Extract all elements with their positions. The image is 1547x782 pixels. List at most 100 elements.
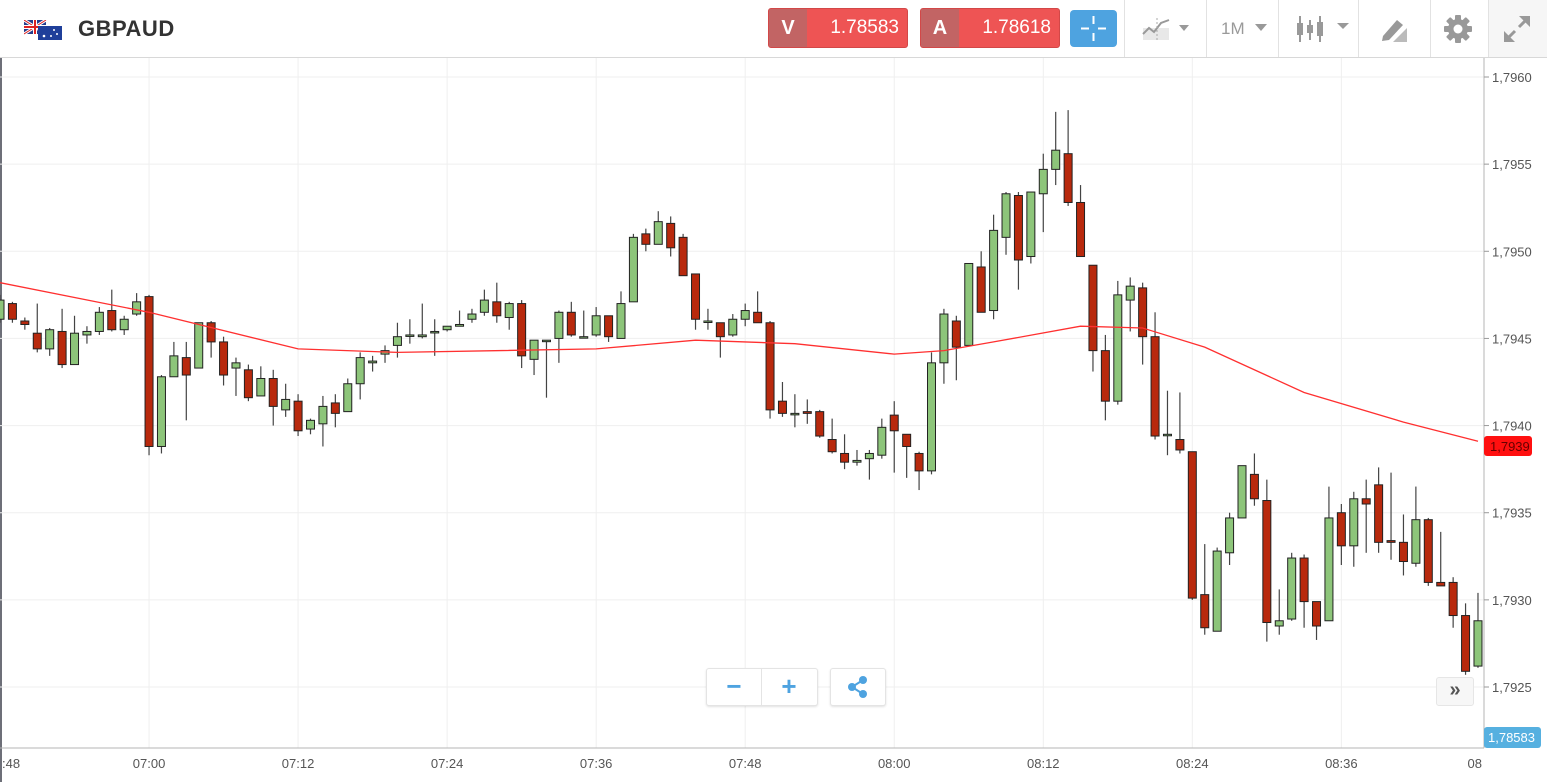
candle (70, 315, 80, 366)
candle (989, 214, 999, 320)
candle (1411, 486, 1421, 567)
candle-body-up (927, 362, 936, 472)
candle-body-up (864, 452, 874, 460)
candle-body-up (281, 398, 291, 411)
candle (566, 301, 576, 337)
candle (0, 294, 5, 323)
candle (1262, 479, 1272, 642)
candle (840, 434, 850, 470)
candle-body-down (1200, 594, 1210, 629)
candle-body-up (132, 301, 142, 315)
candle-body-down (889, 414, 899, 432)
candle (1473, 592, 1483, 668)
candle-body-up (1349, 498, 1359, 547)
zoom-out-button[interactable]: − (707, 669, 762, 705)
candle (1398, 514, 1408, 576)
candle (1361, 479, 1371, 553)
candle-body-up (703, 320, 713, 323)
zoom-in-button[interactable]: + (781, 671, 797, 701)
crosshair-button[interactable] (1070, 10, 1117, 47)
candle-body-down (827, 439, 837, 453)
candle (616, 291, 626, 339)
candle-body-down (1150, 336, 1160, 437)
candle (219, 336, 229, 386)
candle (144, 294, 154, 456)
candle-body-up (479, 299, 489, 313)
candle-body-up (790, 412, 800, 416)
candle (330, 394, 340, 428)
candle-body-down (604, 315, 614, 338)
candle (852, 449, 862, 466)
candle-body-up (256, 378, 266, 397)
candle-body-down (20, 320, 30, 325)
chart-toolbar: GBPAUD V 1.78583 A 1.78618 1M (0, 0, 1547, 58)
candle-body-up (156, 376, 166, 447)
candle (1448, 577, 1458, 628)
candle (1051, 111, 1061, 186)
scroll-to-latest-button[interactable]: » (1436, 677, 1474, 706)
candle (517, 300, 527, 369)
candle-body-up (442, 325, 452, 331)
candle (1138, 282, 1148, 365)
candle-body-up (1212, 550, 1222, 632)
candle (194, 322, 204, 369)
candle (777, 382, 787, 417)
candle-body-down (1013, 195, 1023, 261)
candle (1038, 153, 1048, 233)
candle (1150, 312, 1160, 440)
ma-price-badge: 1,7939 (1484, 436, 1532, 456)
candle-body-up (1125, 285, 1135, 301)
candle (703, 308, 713, 330)
x-tick-label: 07:36 (580, 756, 613, 771)
candle (541, 339, 551, 398)
candle (1113, 280, 1123, 405)
indicators-button[interactable] (1124, 0, 1207, 57)
candle (604, 315, 614, 342)
candle (1175, 392, 1185, 454)
buy-label: A (921, 9, 959, 47)
settings-button[interactable] (1430, 0, 1489, 57)
share-button[interactable] (830, 668, 886, 706)
sell-button[interactable]: V 1.78583 (768, 8, 908, 48)
timeframe-dropdown[interactable]: 1M (1206, 0, 1279, 57)
candle-body-down (330, 402, 340, 414)
x-tick-label: 07:24 (431, 756, 464, 771)
candle-body-up (728, 318, 738, 336)
candle (57, 308, 67, 369)
candle (1013, 192, 1023, 290)
candle-body-down (1336, 512, 1346, 547)
candle (1249, 453, 1259, 506)
candle-body-down (32, 332, 42, 350)
chart-type-dropdown[interactable] (1278, 0, 1359, 57)
settings-gear-icon (1444, 15, 1472, 43)
candle (492, 282, 502, 323)
fullscreen-button[interactable] (1488, 0, 1547, 57)
candle (976, 251, 986, 313)
candle-body-up (989, 229, 999, 312)
candle (790, 394, 800, 428)
candle-body-up (541, 339, 551, 343)
drawing-tools-button[interactable] (1358, 0, 1431, 57)
candle (753, 291, 763, 324)
candles-layer (0, 110, 1483, 675)
buy-button[interactable]: A 1.78618 (920, 8, 1060, 48)
candle-body-up (1473, 620, 1483, 667)
candle-body-down (1423, 519, 1433, 583)
candle-body-down (243, 369, 253, 399)
candle (7, 301, 17, 323)
candle (1225, 512, 1235, 565)
sell-label: V (769, 9, 807, 47)
buy-price: 1.78618 (982, 17, 1051, 38)
candle (1200, 544, 1210, 635)
candle-body-up (1162, 433, 1172, 437)
candle (1162, 390, 1172, 456)
y-tick-label: 1,7935 (1492, 506, 1532, 521)
candle-body-up (554, 311, 564, 339)
candle (368, 355, 378, 372)
candle-body-down (1436, 581, 1446, 587)
candle (169, 341, 179, 378)
candle (1324, 486, 1334, 622)
candlestick-chart[interactable]: 1,7960 1,7955 1,7950 1,7945 1,7940 1,7935 1,79… (0, 58, 1547, 782)
candle (1212, 547, 1222, 632)
candle (691, 273, 701, 330)
